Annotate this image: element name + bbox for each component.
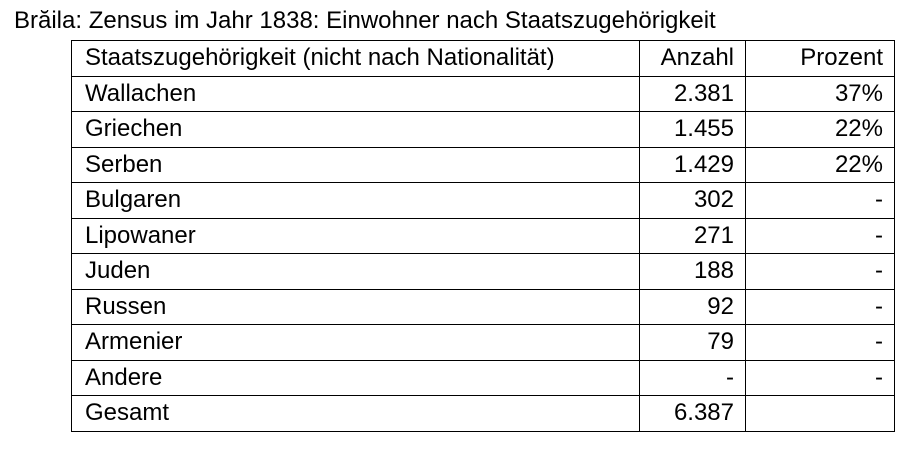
table-row: Serben 1.429 22% bbox=[71, 146, 895, 183]
row-percent: 37% bbox=[745, 75, 895, 112]
census-table: Staatszugehörigkeit (nicht nach National… bbox=[71, 40, 895, 432]
total-label: Gesamt bbox=[71, 395, 640, 432]
table-row: Juden 188 - bbox=[71, 253, 895, 290]
row-name: Lipowaner bbox=[71, 217, 640, 254]
column-header-percent: Prozent bbox=[745, 40, 895, 77]
table-row: Andere - - bbox=[71, 359, 895, 396]
row-count: 2.381 bbox=[639, 75, 746, 112]
row-count: 92 bbox=[639, 288, 746, 325]
row-name: Russen bbox=[71, 288, 640, 325]
table-row: Russen 92 - bbox=[71, 288, 895, 325]
table-row: Bulgaren 302 - bbox=[71, 182, 895, 219]
table-row: Griechen 1.455 22% bbox=[71, 111, 895, 148]
row-name: Griechen bbox=[71, 111, 640, 148]
table-row: Wallachen 2.381 37% bbox=[71, 75, 895, 112]
row-count: 79 bbox=[639, 324, 746, 361]
row-percent: 22% bbox=[745, 111, 895, 148]
column-header-nationality: Staatszugehörigkeit (nicht nach National… bbox=[71, 40, 640, 77]
row-name: Wallachen bbox=[71, 75, 640, 112]
row-name: Armenier bbox=[71, 324, 640, 361]
row-percent: - bbox=[745, 217, 895, 254]
row-percent: - bbox=[745, 288, 895, 325]
table-row: Armenier 79 - bbox=[71, 324, 895, 361]
row-count: 1.429 bbox=[639, 146, 746, 183]
row-count: 1.455 bbox=[639, 111, 746, 148]
total-percent bbox=[745, 395, 895, 432]
row-count: - bbox=[639, 359, 746, 396]
row-percent: 22% bbox=[745, 146, 895, 183]
row-count: 302 bbox=[639, 182, 746, 219]
table-total-row: Gesamt 6.387 bbox=[71, 395, 895, 432]
row-count: 271 bbox=[639, 217, 746, 254]
row-name: Juden bbox=[71, 253, 640, 290]
row-percent: - bbox=[745, 182, 895, 219]
row-percent: - bbox=[745, 359, 895, 396]
row-name: Andere bbox=[71, 359, 640, 396]
row-count: 188 bbox=[639, 253, 746, 290]
row-percent: - bbox=[745, 253, 895, 290]
column-header-count: Anzahl bbox=[639, 40, 746, 77]
row-name: Serben bbox=[71, 146, 640, 183]
row-name: Bulgaren bbox=[71, 182, 640, 219]
table-row: Lipowaner 271 - bbox=[71, 217, 895, 254]
total-count: 6.387 bbox=[639, 395, 746, 432]
table-header-row: Staatszugehörigkeit (nicht nach National… bbox=[71, 40, 895, 77]
page-title: Brăila: Zensus im Jahr 1838: Einwohner n… bbox=[14, 7, 716, 34]
row-percent: - bbox=[745, 324, 895, 361]
